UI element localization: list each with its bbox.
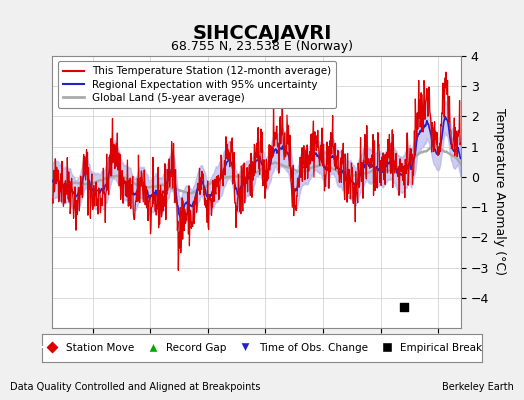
Text: Berkeley Earth: Berkeley Earth [442,382,514,392]
Y-axis label: Temperature Anomaly (°C): Temperature Anomaly (°C) [493,108,506,276]
Text: SIHCCAJAVRI: SIHCCAJAVRI [192,24,332,43]
Legend: This Temperature Station (12-month average), Regional Expectation with 95% uncer: This Temperature Station (12-month avera… [58,61,336,108]
Text: Data Quality Controlled and Aligned at Breakpoints: Data Quality Controlled and Aligned at B… [10,382,261,392]
Text: 68.755 N, 23.538 E (Norway): 68.755 N, 23.538 E (Norway) [171,40,353,53]
Point [399,304,408,310]
Legend: Station Move, Record Gap, Time of Obs. Change, Empirical Break: Station Move, Record Gap, Time of Obs. C… [38,339,486,357]
